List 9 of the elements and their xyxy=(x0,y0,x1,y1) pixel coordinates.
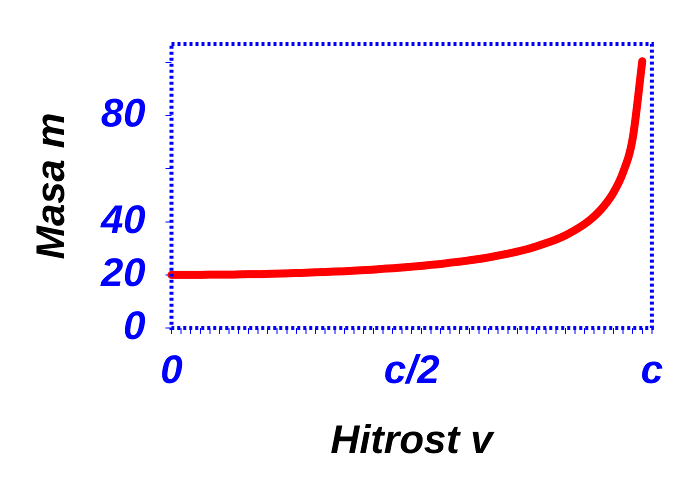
x-tick-label: c xyxy=(640,348,663,392)
y-axis-title: Masa m xyxy=(29,112,74,260)
y-tick-label: 20 xyxy=(100,250,146,295)
x-tick-label: 0 xyxy=(160,348,183,392)
x-axis-title: Hitrost v xyxy=(330,418,496,462)
y-tick-label: 80 xyxy=(100,92,146,136)
y-tick-label: 40 xyxy=(100,198,146,242)
x-tick-label: c/2 xyxy=(384,348,440,392)
y-tick-label: 0 xyxy=(123,304,146,348)
